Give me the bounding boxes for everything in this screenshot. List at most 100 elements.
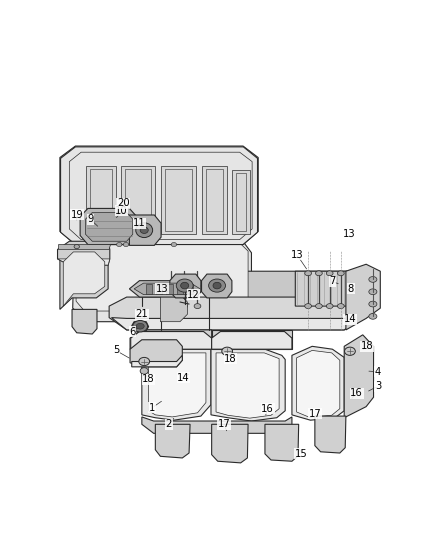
Ellipse shape [326,304,333,309]
Ellipse shape [315,304,322,309]
Ellipse shape [305,304,311,309]
Ellipse shape [139,358,150,366]
Polygon shape [201,166,227,235]
Polygon shape [132,322,148,330]
Polygon shape [92,271,380,306]
Polygon shape [166,284,173,294]
Polygon shape [216,353,279,418]
Polygon shape [134,283,200,295]
Text: 2: 2 [166,419,172,429]
Ellipse shape [315,271,322,276]
Polygon shape [80,208,137,245]
Polygon shape [346,264,380,330]
Ellipse shape [369,301,377,307]
Polygon shape [73,232,251,322]
Polygon shape [265,424,299,461]
Polygon shape [160,295,187,322]
Text: 18: 18 [224,353,237,364]
Text: 17: 17 [308,409,321,418]
Polygon shape [72,309,97,334]
Ellipse shape [326,271,333,276]
Polygon shape [170,274,201,298]
Polygon shape [297,350,340,417]
Ellipse shape [222,347,233,356]
Ellipse shape [305,271,311,276]
Polygon shape [131,332,212,349]
Polygon shape [201,274,232,298]
Polygon shape [177,284,183,294]
Ellipse shape [180,304,187,309]
Polygon shape [156,284,162,294]
Polygon shape [59,245,110,249]
Ellipse shape [74,245,79,249]
Text: 3: 3 [375,381,381,391]
Text: 14: 14 [344,314,356,324]
Ellipse shape [369,289,377,295]
Text: 9: 9 [87,214,93,224]
Ellipse shape [180,282,189,289]
Text: 12: 12 [187,289,200,300]
Ellipse shape [208,279,226,292]
Ellipse shape [140,227,148,233]
Polygon shape [57,259,110,265]
Ellipse shape [117,243,122,247]
Ellipse shape [194,304,201,309]
Polygon shape [86,166,116,235]
Ellipse shape [136,324,144,329]
Ellipse shape [176,279,193,292]
Text: 6: 6 [130,327,136,336]
Polygon shape [295,271,379,306]
Ellipse shape [124,243,129,247]
Ellipse shape [369,277,377,282]
Polygon shape [232,170,250,235]
Ellipse shape [337,271,344,276]
Polygon shape [212,330,292,349]
Polygon shape [60,147,258,245]
Ellipse shape [345,347,355,356]
Polygon shape [142,349,211,420]
Text: 4: 4 [375,367,381,377]
Ellipse shape [140,368,148,374]
Polygon shape [63,252,105,306]
Text: 17: 17 [217,419,230,429]
Polygon shape [57,241,110,265]
Text: 15: 15 [295,449,308,459]
Polygon shape [132,356,182,367]
Polygon shape [130,340,182,367]
Text: 10: 10 [115,206,128,216]
Polygon shape [161,166,196,235]
Text: 8: 8 [348,284,354,294]
Polygon shape [112,318,363,330]
Text: 13: 13 [156,284,168,294]
Polygon shape [187,284,193,294]
Polygon shape [146,284,152,294]
Ellipse shape [213,282,221,289]
Polygon shape [129,215,161,245]
Polygon shape [344,335,374,418]
Text: 20: 20 [117,198,130,208]
Text: 7: 7 [329,277,336,286]
Polygon shape [76,241,248,311]
Text: 13: 13 [343,229,356,239]
Ellipse shape [136,223,152,238]
Text: 19: 19 [71,210,83,220]
Ellipse shape [171,243,177,247]
Ellipse shape [337,304,344,309]
Ellipse shape [167,304,174,309]
Text: 5: 5 [113,345,119,356]
Polygon shape [155,424,190,458]
Ellipse shape [349,304,355,309]
Ellipse shape [349,271,355,276]
Ellipse shape [369,313,377,319]
Text: 1: 1 [149,403,155,413]
Polygon shape [211,349,285,421]
Polygon shape [60,249,108,309]
Text: 16: 16 [350,388,363,398]
Polygon shape [212,424,248,463]
Polygon shape [85,213,133,241]
Text: 11: 11 [133,218,146,228]
Polygon shape [212,332,292,349]
Text: 14: 14 [177,373,190,383]
Text: 18: 18 [360,341,373,351]
Polygon shape [148,353,206,417]
